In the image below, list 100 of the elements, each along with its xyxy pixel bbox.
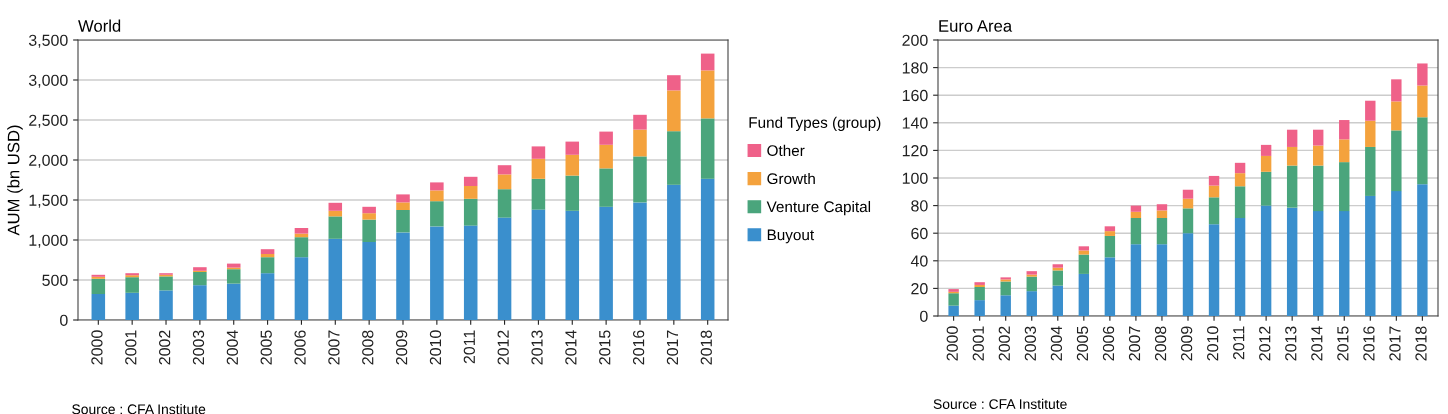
bar — [948, 293, 959, 306]
x-tick-label: 2018 — [700, 330, 712, 365]
bar — [396, 194, 410, 203]
bar — [91, 294, 106, 320]
bar — [497, 217, 512, 320]
x-tick-label: 2016 — [1363, 326, 1375, 361]
bar — [497, 189, 512, 218]
bar — [599, 144, 613, 169]
y-tick-label: 180 — [902, 62, 928, 74]
x-tick-label: 2011 — [463, 330, 475, 364]
bar — [430, 226, 444, 320]
x-tick-label: 2015 — [1337, 326, 1349, 361]
bar — [1208, 197, 1220, 225]
x-tick-label: 2012 — [1259, 326, 1271, 361]
bar — [362, 213, 376, 220]
bar — [396, 210, 410, 233]
y-tick-label: 120 — [902, 145, 928, 157]
y-tick-label: 1,500 — [29, 194, 68, 208]
bar — [260, 257, 275, 274]
bar — [1052, 270, 1063, 286]
x-tick-label: 2005 — [260, 330, 272, 365]
bar — [1234, 162, 1246, 174]
bar — [1130, 211, 1142, 219]
bar — [362, 206, 376, 214]
bar — [1365, 120, 1376, 147]
bar — [396, 202, 410, 210]
source-note: Source : CFA Institute — [933, 398, 1067, 409]
bar — [599, 206, 613, 320]
bar — [1234, 218, 1246, 316]
bar — [531, 158, 546, 179]
x-tick-label: 2013 — [1285, 326, 1297, 361]
bar — [463, 198, 478, 226]
bar — [294, 257, 309, 320]
x-tick-label: 2012 — [497, 330, 509, 365]
bar — [260, 254, 275, 258]
bar — [328, 202, 343, 211]
x-tick-label: 2009 — [1180, 326, 1193, 361]
bar — [1260, 155, 1272, 172]
bar — [1286, 207, 1298, 316]
bar — [1313, 145, 1324, 166]
bar — [1286, 146, 1298, 166]
bar — [1234, 186, 1246, 219]
bar — [1000, 295, 1011, 316]
bar — [1104, 257, 1116, 316]
legend-label: Other — [767, 144, 805, 157]
bar — [1391, 79, 1402, 102]
bar — [1130, 244, 1142, 316]
y-tick-label: 60 — [911, 227, 928, 240]
x-tick-label: 2008 — [1154, 326, 1167, 361]
x-tick-label: 2011 — [1233, 326, 1245, 360]
bar — [1313, 129, 1324, 146]
x-tick-label: 2007 — [328, 330, 340, 365]
legend-label: Growth — [767, 172, 815, 185]
y-tick-label: 500 — [42, 274, 68, 286]
bar — [1339, 139, 1350, 163]
bar — [565, 210, 580, 320]
legend-label: Buyout — [767, 229, 815, 244]
bar — [531, 178, 546, 210]
y-tick-label: 140 — [902, 117, 928, 129]
bar — [1104, 226, 1116, 232]
bar — [974, 287, 985, 301]
bar — [430, 190, 444, 202]
x-tick-label: 2001 — [125, 330, 137, 365]
bar — [1078, 250, 1090, 255]
x-tick-label: 2017 — [666, 330, 679, 365]
bar — [700, 118, 715, 179]
x-tick-label: 2003 — [192, 330, 205, 365]
bar — [667, 131, 681, 185]
bar — [1339, 162, 1350, 212]
bar — [294, 237, 309, 258]
bar — [1026, 291, 1037, 316]
bar — [1286, 165, 1298, 208]
y-tick-label: 20 — [911, 283, 928, 295]
y-tick-label: 2,500 — [29, 114, 68, 128]
x-tick-label: 2000 — [946, 326, 958, 361]
bar — [1391, 130, 1402, 192]
x-tick-label: 2005 — [1076, 326, 1089, 361]
x-tick-label: 2006 — [294, 330, 306, 365]
y-tick-label: 100 — [902, 172, 928, 184]
bar — [193, 285, 207, 320]
bar — [193, 272, 207, 286]
bar — [396, 232, 410, 320]
y-tick-label: 0 — [60, 314, 68, 326]
bar — [159, 276, 173, 291]
y-axis-title: AUM (bn USD) — [7, 125, 23, 236]
bar — [1313, 165, 1324, 212]
bar — [1417, 184, 1428, 316]
bar — [226, 283, 241, 320]
bar — [1156, 244, 1168, 316]
y-tick-label: 3,500 — [28, 34, 68, 48]
bar — [633, 202, 647, 320]
x-tick-label: 2015 — [599, 330, 611, 365]
bar — [260, 273, 275, 320]
bar — [599, 131, 613, 145]
x-tick-label: 2014 — [565, 330, 577, 365]
x-tick-label: 2004 — [1050, 326, 1063, 361]
bar — [1078, 254, 1090, 274]
bar — [226, 269, 241, 284]
bar — [91, 278, 106, 294]
bar — [1417, 63, 1428, 86]
